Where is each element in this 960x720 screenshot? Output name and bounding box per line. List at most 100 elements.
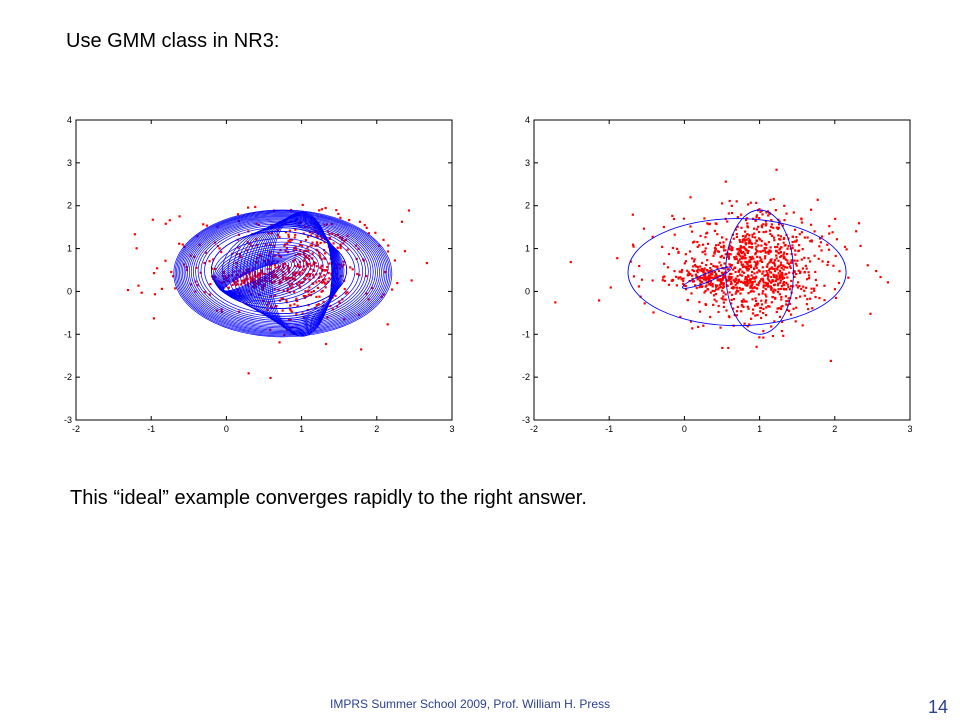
data-point [838, 270, 841, 273]
data-point [833, 288, 837, 291]
data-point [699, 284, 702, 287]
data-point [319, 241, 322, 245]
data-point [288, 276, 291, 280]
data-point [754, 265, 757, 268]
data-point [156, 267, 159, 270]
data-point [346, 291, 349, 294]
data-point [713, 298, 716, 301]
data-point [778, 315, 782, 318]
data-point [781, 277, 784, 281]
data-point [787, 300, 790, 303]
data-point [642, 227, 646, 230]
data-point [793, 270, 796, 273]
data-point [710, 269, 713, 272]
data-point [320, 237, 323, 240]
data-point [335, 209, 338, 212]
data-point [735, 257, 738, 261]
data-point [164, 222, 167, 225]
data-point [779, 307, 783, 311]
data-point [750, 285, 753, 288]
data-point [754, 314, 757, 317]
data-point [738, 240, 742, 243]
data-point [706, 269, 709, 272]
data-point [761, 272, 764, 275]
data-point [686, 299, 689, 302]
data-point [253, 281, 256, 284]
data-point [782, 276, 786, 279]
data-point [757, 225, 760, 228]
data-point [346, 248, 349, 251]
data-point [776, 265, 780, 268]
data-point [749, 278, 753, 281]
data-point [632, 245, 635, 248]
data-point [344, 292, 347, 295]
data-point [777, 282, 780, 285]
data-point [733, 256, 736, 259]
y-tick-label: 0 [67, 286, 72, 296]
data-point [715, 274, 718, 277]
data-point [348, 218, 351, 222]
data-point [734, 292, 737, 295]
data-point [788, 288, 792, 291]
gaussian-ellipse [227, 225, 343, 317]
data-point [783, 288, 786, 291]
data-point [284, 231, 288, 234]
data-point [747, 275, 750, 278]
data-point [314, 261, 317, 265]
data-point [700, 269, 704, 273]
data-point [283, 262, 287, 265]
data-point [722, 282, 726, 285]
data-point [725, 280, 728, 283]
data-point [679, 276, 682, 279]
data-point [763, 274, 766, 277]
data-point [288, 229, 291, 232]
data-point [293, 278, 297, 281]
data-point [751, 233, 754, 236]
data-point [300, 244, 304, 247]
data-point [790, 253, 793, 256]
data-point [682, 277, 685, 280]
data-point [319, 266, 322, 270]
data-point [346, 234, 349, 237]
data-point [195, 266, 198, 269]
data-point [331, 232, 334, 235]
data-point [759, 259, 762, 262]
data-point [709, 315, 712, 319]
data-point [779, 235, 783, 238]
data-point [691, 327, 694, 330]
data-point [289, 287, 292, 290]
gaussian-ellipse [222, 260, 287, 293]
data-point [253, 283, 257, 286]
data-point [728, 275, 731, 278]
data-point [753, 272, 756, 275]
gaussian-ellipse [211, 231, 348, 309]
data-point [236, 213, 240, 216]
data-point [273, 263, 277, 267]
data-point [294, 233, 297, 236]
data-point [293, 290, 296, 294]
data-point [773, 320, 776, 323]
data-point [730, 272, 733, 275]
data-point [687, 271, 690, 274]
data-point [762, 330, 765, 333]
data-point [773, 288, 776, 291]
data-point [728, 253, 731, 256]
data-point [291, 276, 294, 279]
data-point [811, 307, 814, 310]
data-point [806, 278, 809, 281]
data-point [629, 260, 632, 263]
data-point [759, 280, 762, 283]
data-point [809, 223, 813, 226]
data-point [194, 280, 197, 283]
data-point [307, 289, 310, 292]
data-point [287, 239, 290, 243]
data-point [803, 289, 806, 292]
data-point [133, 233, 136, 236]
data-point [814, 270, 817, 274]
data-point [732, 268, 735, 271]
data-point [709, 283, 713, 287]
data-point [738, 286, 741, 290]
data-point [703, 267, 706, 270]
gaussian-ellipse [246, 219, 339, 326]
